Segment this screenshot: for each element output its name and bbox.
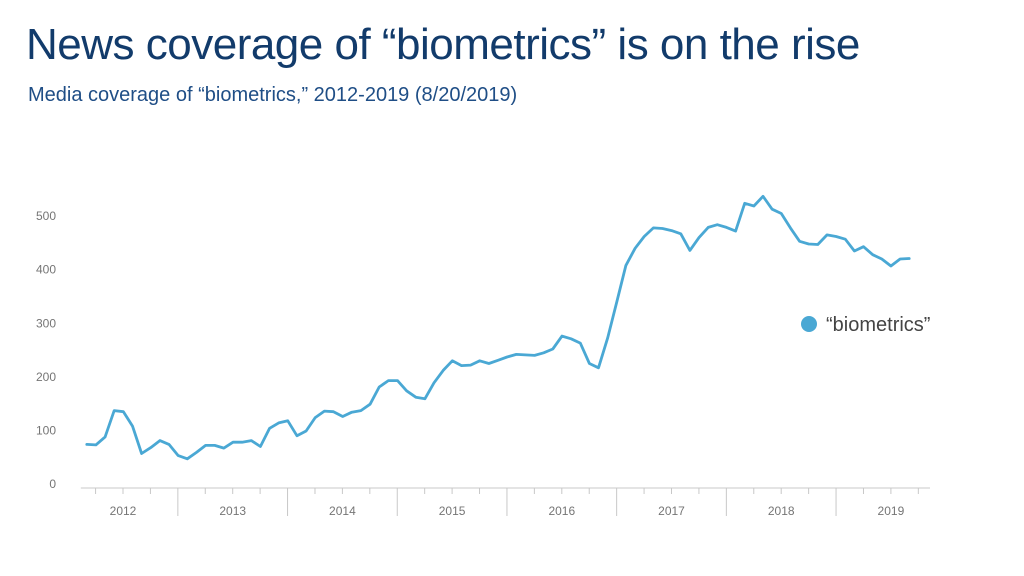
- x-tick-label: 2016: [548, 504, 575, 518]
- y-tick-label: 0: [49, 477, 56, 491]
- x-tick-label: 2017: [658, 504, 685, 518]
- x-tick-label: 2018: [768, 504, 795, 518]
- x-tick-label: 2014: [329, 504, 356, 518]
- y-tick-label: 100: [36, 423, 56, 437]
- legend-marker-biometrics: [801, 316, 817, 332]
- y-tick-label: 500: [36, 209, 56, 223]
- x-tick-label: 2013: [219, 504, 246, 518]
- y-axis-ticks: 0 100 200 300 400 500: [36, 209, 56, 491]
- chart-subtitle: Media coverage of “biometrics,” 2012-201…: [28, 84, 518, 106]
- legend: “biometrics”: [801, 314, 930, 336]
- chart-title: News coverage of “biometrics” is on the …: [26, 20, 860, 69]
- x-tick-label: 2019: [878, 504, 905, 518]
- x-axis: 2012 2013 2014 2015 2016 2017 2018 2019: [80, 487, 930, 518]
- series-layer: [85, 194, 911, 461]
- legend-label-biometrics: “biometrics”: [826, 314, 930, 336]
- x-tick-label: 2015: [439, 504, 466, 518]
- x-tick-label: 2012: [110, 504, 137, 518]
- y-tick-label: 200: [36, 370, 56, 384]
- y-tick-label: 400: [36, 263, 56, 277]
- series-line-biometrics: [85, 194, 911, 461]
- y-tick-label: 300: [36, 316, 56, 330]
